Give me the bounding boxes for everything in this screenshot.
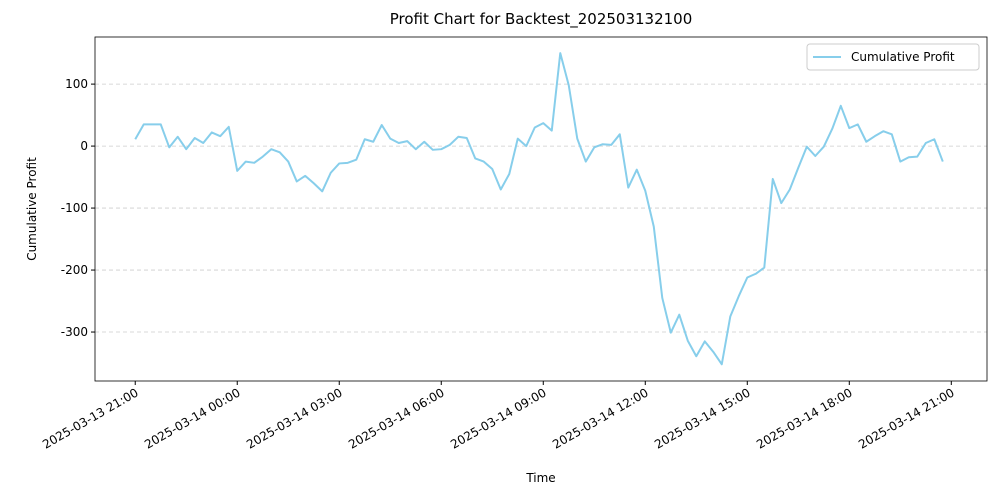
y-tick-label: 100 xyxy=(65,77,88,91)
x-tick-label: 2025-03-13 21:00 xyxy=(40,385,141,451)
x-tick-label: 2025-03-14 00:00 xyxy=(142,385,243,451)
x-tick-label: 2025-03-14 12:00 xyxy=(550,385,651,451)
y-axis-label: Cumulative Profit xyxy=(25,157,39,261)
x-tick-label: 2025-03-14 06:00 xyxy=(346,385,447,451)
x-tick-label: 2025-03-14 03:00 xyxy=(244,385,345,451)
x-tick-label: 2025-03-14 18:00 xyxy=(754,385,855,451)
plot-frame xyxy=(94,36,988,382)
legend-box xyxy=(806,43,980,71)
x-axis-label: Time xyxy=(525,471,555,485)
y-tick-label: 0 xyxy=(80,139,88,153)
legend-label: Cumulative Profit xyxy=(851,50,955,64)
y-tick-label: -100 xyxy=(61,201,88,215)
chart-title: Profit Chart for Backtest_202503132100 xyxy=(390,10,693,29)
y-tick-label: -200 xyxy=(61,263,88,277)
y-tick-label: -300 xyxy=(61,325,88,339)
line-series xyxy=(134,52,944,366)
x-tick-label: 2025-03-14 09:00 xyxy=(448,385,549,451)
x-tick-label: 2025-03-14 21:00 xyxy=(856,385,957,451)
x-tick-label: 2025-03-14 15:00 xyxy=(652,385,753,451)
legend: Cumulative Profit xyxy=(806,43,980,71)
